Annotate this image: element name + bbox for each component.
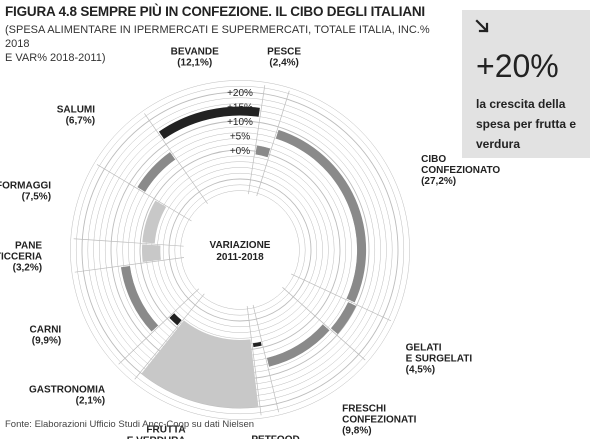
- ring-label: +15%: [227, 103, 253, 114]
- radial-divider: [252, 304, 279, 413]
- radial-divider: [74, 257, 185, 273]
- callout-line-3: verdura: [476, 137, 521, 151]
- ring-label: +20%: [227, 88, 253, 99]
- radial-divider: [144, 113, 208, 204]
- category-name-label: PESCE: [267, 46, 301, 57]
- radial-divider: [246, 306, 262, 416]
- category-name-label: E SURGELATI: [406, 353, 473, 364]
- radial-divider: [282, 287, 366, 361]
- category-share-label: (9,8%): [342, 426, 371, 437]
- category-name-label: E PASTICCERIA: [0, 251, 42, 262]
- category-name-label: PANE: [15, 240, 42, 251]
- grid-circle: [180, 190, 300, 310]
- radial-divider: [73, 238, 184, 247]
- bar: [255, 145, 271, 158]
- grid-circle: [162, 172, 318, 328]
- grid-circle: [70, 80, 410, 420]
- bar: [330, 302, 357, 335]
- category-name-label: E VERDURA: [127, 435, 186, 439]
- chart-subtitle: (SPESA ALIMENTARE IN IPERMERCATI E SUPER…: [5, 23, 445, 65]
- category-name-label: BEVANDE: [171, 47, 219, 58]
- source-note: Fonte: Elaborazioni Ufficio Studi Ancc-C…: [5, 419, 255, 430]
- category-name-label: CONFEZIONATI: [342, 415, 416, 426]
- category-name-label: CARNI: [30, 325, 62, 336]
- callout-value: +20%: [476, 48, 559, 84]
- category-name-label: PETFOOD: [251, 434, 299, 439]
- category-share-label: (7,5%): [22, 191, 51, 202]
- category-share-label: (27,2%): [421, 176, 456, 187]
- grid-circle: [174, 184, 306, 316]
- category-share-label: (4,5%): [406, 364, 435, 375]
- subtitle-line-2: E VAR% 2018-2011): [5, 52, 106, 64]
- callout-line-2: spesa per frutta e: [476, 117, 577, 131]
- bar: [120, 265, 159, 332]
- grid-circle: [168, 178, 312, 322]
- ring-label: +0%: [230, 146, 250, 157]
- callout-line-1: la crescita della: [476, 97, 566, 111]
- center-label: VARIAZIONE: [210, 240, 271, 251]
- radial-divider: [256, 90, 290, 197]
- radial-divider: [96, 164, 192, 222]
- center-label: 2011-2018: [216, 252, 264, 263]
- category-name-label: CIBO: [421, 154, 446, 165]
- radial-divider: [134, 293, 205, 380]
- bar: [142, 244, 161, 263]
- category-name-label: SALUMI: [57, 105, 96, 116]
- category-name-label: FRUTTA: [146, 424, 185, 435]
- bar: [158, 106, 260, 140]
- bar: [275, 129, 367, 303]
- arrow-down-right-icon: [475, 19, 489, 33]
- callout-description: la crescita della spesa per frutta e ver…: [476, 94, 586, 154]
- category-share-label: (2,4%): [269, 57, 298, 68]
- bar: [169, 313, 182, 326]
- category-share-label: (9,9%): [32, 336, 61, 347]
- radial-divider: [291, 273, 392, 322]
- radial-divider: [118, 288, 200, 365]
- category-share-label: (12,1%): [177, 58, 212, 69]
- bar: [252, 341, 262, 348]
- grid-circle: [81, 91, 399, 409]
- ring-label: +10%: [227, 117, 253, 128]
- radial-divider: [248, 85, 266, 195]
- ring-label: +5%: [230, 132, 250, 143]
- bar: [266, 324, 330, 367]
- category-name-label: GELATI: [406, 342, 442, 353]
- category-name-label: CONFEZIONATO: [421, 165, 500, 176]
- subtitle-line-1: (SPESA ALIMENTARE IN IPERMERCATI E SUPER…: [5, 24, 430, 50]
- category-name-label: FORMAGGI: [0, 180, 51, 191]
- category-name-label: GASTRONOMIA: [29, 384, 105, 395]
- callout-box: +20% la crescita della spesa per frutta …: [462, 10, 590, 158]
- grid-circle: [75, 85, 405, 415]
- center-disc: [210, 220, 270, 280]
- category-share-label: (3,2%): [13, 262, 42, 273]
- bar: [142, 200, 167, 244]
- category-name-label: FRESCHI: [342, 404, 386, 415]
- bar: [137, 152, 176, 192]
- chart-title: FIGURA 4.8 SEMPRE PIÙ IN CONFEZIONE. IL …: [5, 4, 425, 19]
- category-share-label: (6,7%): [66, 116, 95, 127]
- bar: [141, 320, 259, 408]
- category-share-label: (2,1%): [76, 395, 105, 406]
